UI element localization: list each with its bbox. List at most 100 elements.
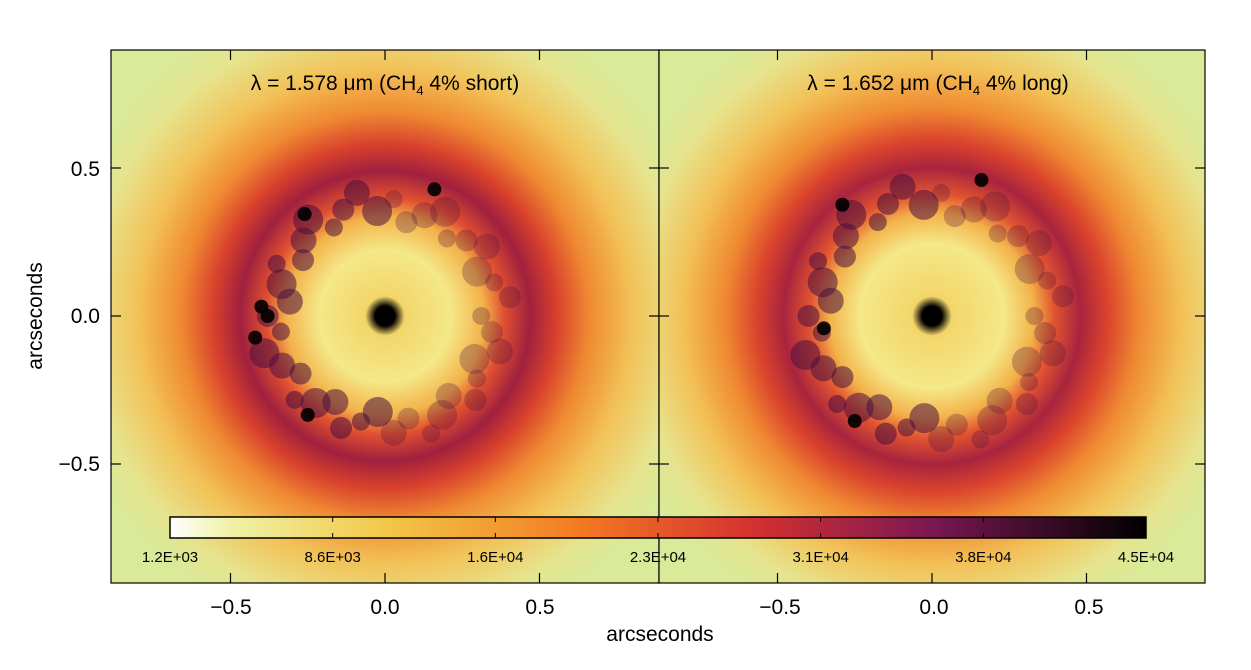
speckle [816,321,831,336]
ring-clump [908,189,939,220]
ring-clump [427,399,458,430]
ring-clump [790,340,821,371]
xtick-label: 0.0 [370,596,399,619]
ring-clump [285,390,304,409]
ring-clump [877,192,900,215]
ring-clump [833,245,856,268]
speckles-right [790,173,1074,453]
ring-clump [380,419,407,446]
ring-clump [430,196,461,227]
ring-clump [473,233,500,260]
ring-clump [332,198,355,221]
ring-clump [1011,346,1042,377]
ring-clump [498,286,521,309]
panel-right [659,50,1205,583]
xtick-label: −0.5 [759,596,800,619]
ring-clump [1007,225,1030,248]
ring-clump [330,416,353,439]
ring-clump [797,305,820,327]
ring-clump [874,422,897,445]
colorbar-tick-label: 2.3E+04 [630,549,686,566]
ring-clump [467,369,486,388]
ring-clump [928,426,955,453]
colorbar-ticks [332,517,984,538]
colorbar-tick-label: 3.8E+04 [955,549,1011,566]
central-peak [922,306,942,326]
speckle [254,299,269,314]
ring-clump [485,273,504,292]
ring-clump [807,267,838,298]
ring-clump [486,338,513,365]
ring-clump [1025,307,1044,325]
ring-clump [351,412,370,431]
xtick-label: 0.5 [1074,596,1103,619]
y-axis-label: arcseconds [24,262,47,369]
xtick-label: 0.5 [525,596,554,619]
speckle [297,207,312,222]
ring-clump [868,213,887,232]
ytick-label: 0.0 [71,305,100,328]
colorbar-tick-label: 8.6E+03 [305,549,361,566]
ring-clump [1025,230,1052,257]
ring-clump [1051,285,1074,308]
ring-clump [1034,322,1057,345]
ring-clump [435,382,462,409]
ytick-label: −0.5 [59,453,100,476]
ring-clump [986,387,1013,414]
ring-clump [249,338,280,369]
ring-clump [411,202,438,229]
ring-clump [362,396,393,427]
ring-clump [1039,340,1066,367]
ring-clump [960,196,987,223]
ring-clump [266,269,297,300]
speckle [847,414,862,429]
x-axis-label: arcseconds [606,623,713,646]
speckle [248,330,263,345]
ring-clump [889,173,916,200]
ring-clump [932,183,951,202]
ring-clump [945,413,968,436]
panel-left [111,50,659,583]
ring-clump [988,224,1007,243]
ring-clump [397,407,420,430]
speckle [835,197,850,212]
ring-clump [943,205,966,228]
colorbar-labels: 1.2E+03 8.6E+03 1.6E+04 2.3E+04 3.1E+04 3.8E+… [142,549,1174,566]
ring-clump [1038,271,1057,290]
ring-clump [459,344,490,375]
ring-clump [809,252,828,271]
ring-clump [1015,393,1038,416]
axis-ticks [111,50,1205,583]
ring-clump [464,388,487,411]
ring-clump [828,395,847,414]
ring-clump [343,179,370,206]
colorbar-tick-label: 3.1E+04 [793,549,849,566]
ring-clump [897,418,916,437]
ring-clump [971,430,990,449]
speckle [300,407,315,422]
ring-clump [267,254,286,273]
title-right: λ = 1.652 μm (CH4 4% long) [807,72,1069,98]
xtick-label: 0.0 [919,596,948,619]
ring-clump [977,405,1008,436]
ring-clump [437,229,456,248]
xtick-label: −0.5 [210,596,251,619]
ring-clump [362,196,393,227]
speckle [974,173,989,188]
ring-clump [472,307,491,325]
ring-clump [395,211,418,234]
ring-clump [831,366,854,389]
speckle [427,182,442,197]
ring-clump [455,229,478,252]
colorbar-tick-label: 1.2E+03 [142,549,198,566]
speckles-left [248,179,521,446]
colorbar-tick-label: 1.6E+04 [467,549,523,566]
colorbar-tick-label: 4.5E+04 [1118,549,1174,566]
ring-clump [289,362,312,385]
ring-clump [481,321,504,344]
ring-clump [422,424,441,443]
ring-clump [384,190,403,209]
ring-clump [1020,373,1039,392]
ring-clump [866,394,893,421]
